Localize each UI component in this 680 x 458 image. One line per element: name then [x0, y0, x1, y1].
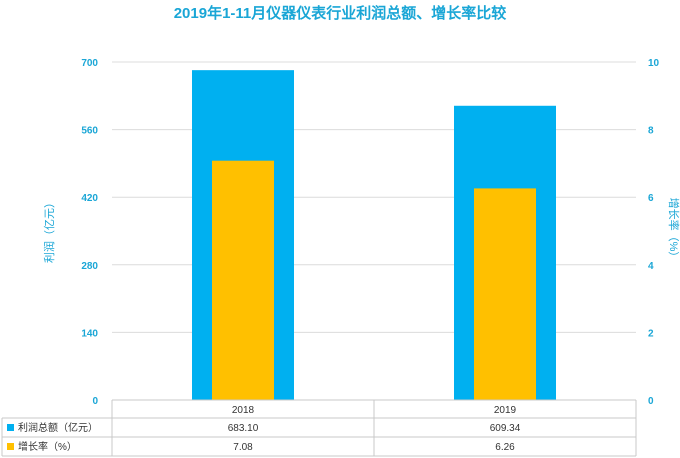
legend-swatch — [7, 424, 14, 431]
left-axis-label: 利润（亿元） — [42, 197, 56, 263]
category-label: 2018 — [232, 405, 255, 416]
right-axis-ticks: 0 2 4 6 8 10 — [648, 58, 660, 407]
legend-label: 利润总额（亿元） — [18, 421, 98, 434]
right-tick-label: 8 — [648, 126, 654, 137]
growth-bar — [212, 160, 274, 400]
data-label: 7.08 — [233, 442, 253, 453]
growth-bars — [212, 160, 536, 400]
profit-bars — [192, 70, 556, 401]
right-axis-label: 增长率（%） — [667, 198, 680, 263]
left-tick-label: 700 — [81, 58, 98, 69]
data-label: 609.34 — [490, 423, 521, 434]
right-tick-label: 0 — [648, 396, 654, 407]
data-label: 6.26 — [495, 442, 515, 453]
data-table: 2018 2019 利润总额（亿元） 683.10 609.34 增长率（%） 7.08 6.… — [1, 399, 637, 457]
left-axis-ticks: 0 140 280 420 560 700 — [81, 58, 98, 407]
chart-title: 2019年1-11月仪器仪表行业利润总额、增长率比较 — [174, 4, 507, 22]
right-tick-label: 4 — [648, 261, 654, 272]
left-tick-label: 560 — [81, 126, 98, 137]
right-tick-label: 2 — [648, 328, 654, 339]
gridlines — [112, 61, 636, 401]
right-tick-label: 10 — [648, 58, 660, 69]
left-tick-label: 280 — [81, 261, 98, 272]
left-tick-label: 0 — [92, 396, 98, 407]
left-tick-label: 420 — [81, 193, 98, 204]
legend-swatch — [7, 443, 14, 450]
right-tick-label: 6 — [648, 193, 654, 204]
data-label: 683.10 — [228, 423, 259, 434]
growth-bar — [474, 188, 536, 400]
category-label: 2019 — [494, 405, 517, 416]
legend-label: 增长率（%） — [18, 440, 77, 453]
left-tick-label: 140 — [81, 328, 98, 339]
